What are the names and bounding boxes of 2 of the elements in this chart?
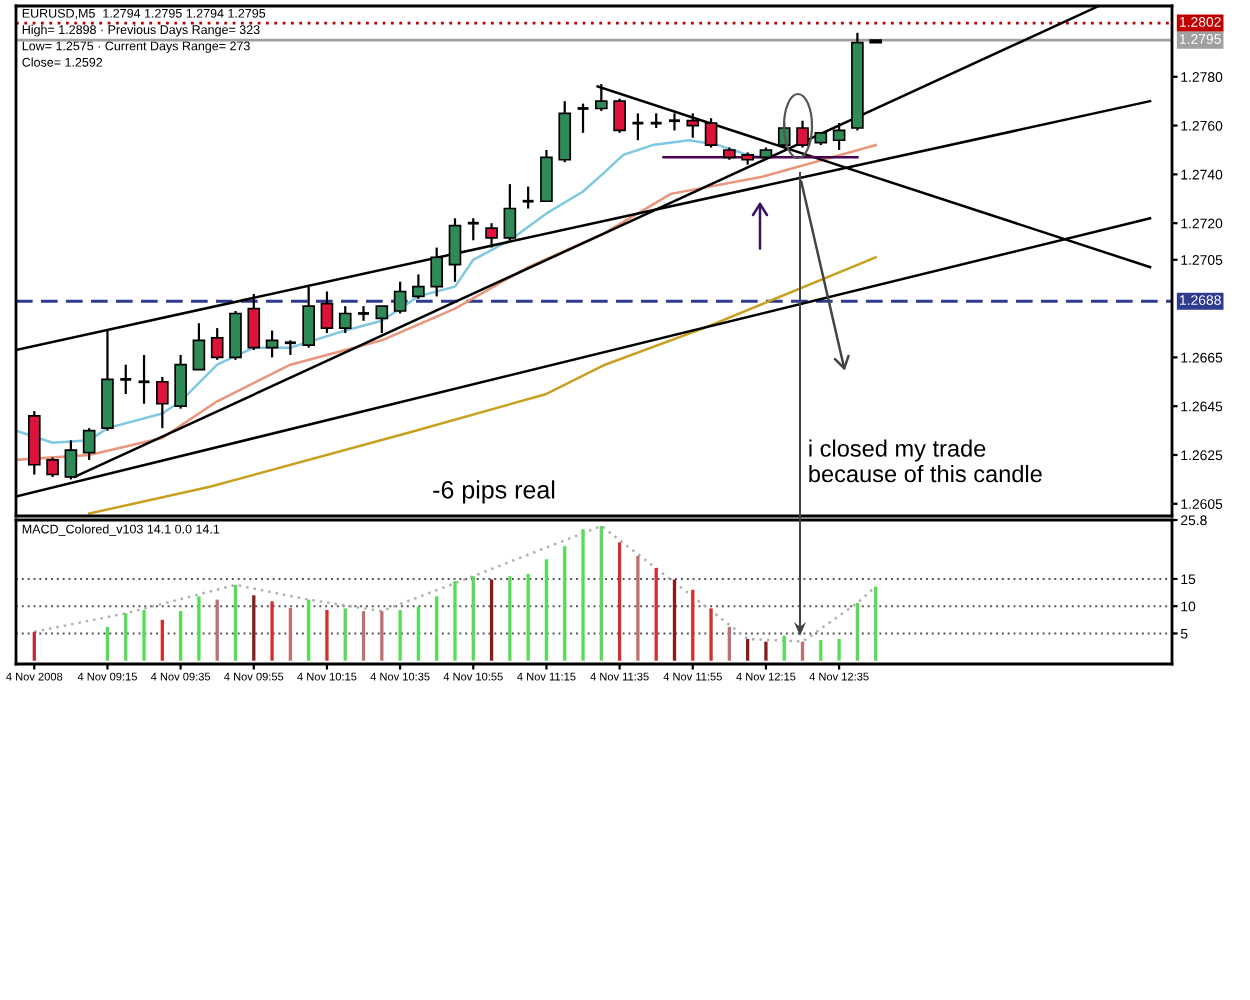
- annotation: i closed my trade because of this candle: [809, 439, 1042, 483]
- annotation: -6 pips real: [433, 480, 555, 504]
